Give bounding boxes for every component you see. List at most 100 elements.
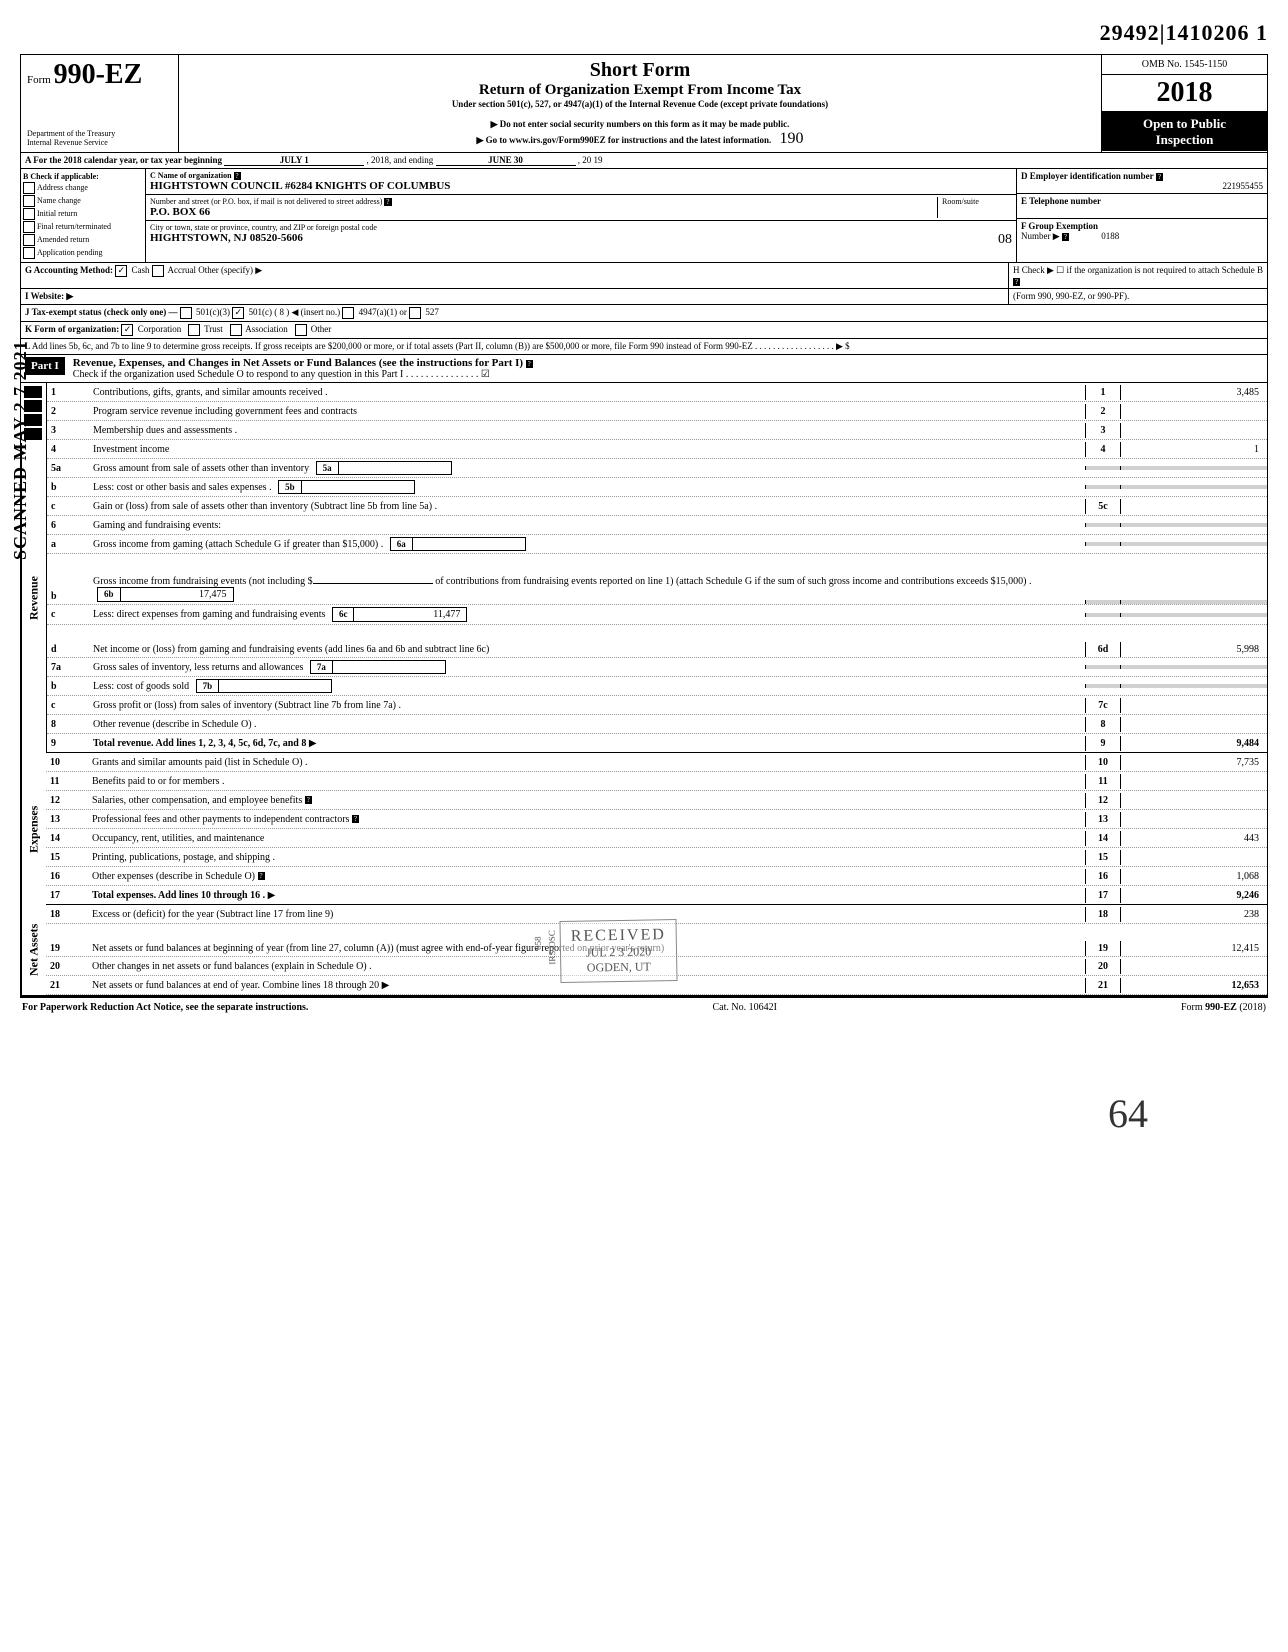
check-assoc[interactable] (230, 324, 242, 336)
check-other-org[interactable] (295, 324, 307, 336)
i-label: I Website: ▶ (25, 291, 73, 301)
revenue-label: Revenue (21, 443, 46, 753)
line14-val[interactable]: 443 (1121, 831, 1267, 846)
line5b-val[interactable] (302, 481, 414, 493)
line3-val[interactable] (1121, 428, 1267, 432)
black-marker-icon (24, 414, 42, 426)
line12-val[interactable] (1121, 798, 1267, 802)
line5a-val[interactable] (339, 462, 451, 474)
netassets-grid: Net Assets 18Excess or (deficit) for the… (21, 905, 1267, 997)
ein[interactable]: 221955455 (1021, 181, 1263, 191)
line19-val[interactable]: 12,415 (1121, 941, 1267, 956)
form-footer: For Paperwork Reduction Act Notice, see … (20, 998, 1268, 1017)
line21-val[interactable]: 12,653 (1121, 978, 1267, 993)
addr-val[interactable]: P.O. BOX 66 (150, 206, 210, 218)
section-b-checks: B Check if applicable: Address change Na… (21, 169, 146, 262)
check-corp[interactable]: ✓ (121, 324, 133, 336)
line-i: I Website: ▶ (Form 990, 990-EZ, or 990-P… (21, 289, 1267, 305)
line18-val[interactable]: 238 (1121, 907, 1267, 922)
line20-val[interactable] (1121, 964, 1267, 968)
form-header: Form 990-EZ Department of the Treasury I… (21, 55, 1267, 153)
line9-val[interactable]: 9,484 (1121, 736, 1267, 751)
revenue-lines: 1Contributions, gifts, grants, and simil… (47, 383, 1267, 753)
line16-val[interactable]: 1,068 (1121, 869, 1267, 884)
check-initial[interactable] (23, 208, 35, 220)
black-marker-icon (24, 428, 42, 440)
expenses-lines: 10Grants and similar amounts paid (list … (46, 753, 1267, 905)
city-val[interactable]: HIGHTSTOWN, NJ 08520-5606 (150, 232, 303, 244)
header-left: Form 990-EZ Department of the Treasury I… (21, 55, 179, 152)
tax-year: 2018 (1102, 75, 1267, 112)
g-other: Other (specify) ▶ (198, 265, 262, 275)
line6a-val[interactable] (413, 538, 525, 550)
footer-mid: Cat. No. 10642I (712, 1002, 776, 1013)
line10-val[interactable]: 7,735 (1121, 755, 1267, 770)
footer-left: For Paperwork Reduction Act Notice, see … (22, 1002, 308, 1013)
c-label: C Name of organization (150, 171, 232, 180)
check-cash[interactable]: ✓ (115, 265, 127, 277)
line4-val[interactable]: 1 (1121, 442, 1267, 457)
line7b-val[interactable] (219, 680, 331, 692)
handwritten-190: 190 (780, 130, 804, 147)
form-990ez: Form 990-EZ Department of the Treasury I… (20, 54, 1268, 998)
j-label: J Tax-exempt status (check only one) — (25, 307, 178, 317)
e-label: E Telephone number (1021, 196, 1101, 206)
handwritten-08: 08 (998, 232, 1012, 248)
header-mid: Short Form Return of Organization Exempt… (179, 55, 1102, 152)
open-inspection: Open to Public Inspection (1102, 112, 1267, 151)
expenses-label: Expenses (21, 753, 46, 905)
form-subtitle: Return of Organization Exempt From Incom… (185, 82, 1095, 99)
check-final[interactable] (23, 221, 35, 233)
line11-val[interactable] (1121, 779, 1267, 783)
d-label: D Employer identification number (1021, 171, 1154, 181)
handwritten-64: 64 (1108, 1090, 1148, 1137)
check-527[interactable] (409, 307, 421, 319)
line13-val[interactable] (1121, 817, 1267, 821)
line-a-yr: , 20 19 (578, 155, 603, 165)
line1-val[interactable]: 3,485 (1121, 385, 1267, 400)
year-begin[interactable]: JULY 1 (224, 155, 364, 166)
line6c-val[interactable]: 11,477 (354, 608, 466, 621)
line15-val[interactable] (1121, 855, 1267, 859)
section-def: D Employer identification number ? 22195… (1016, 169, 1267, 262)
f-label2: Number ▶ (1021, 231, 1060, 241)
org-name[interactable]: HIGHTSTOWN COUNCIL #6284 KNIGHTS OF COLU… (150, 180, 450, 192)
line5c-val[interactable] (1121, 504, 1267, 508)
header-right: OMB No. 1545-1150 2018 Open to Public In… (1102, 55, 1267, 152)
check-pending[interactable] (23, 247, 35, 259)
form-warn: ▶ Do not enter social security numbers o… (185, 119, 1095, 130)
form-under: Under section 501(c), 527, or 4947(a)(1)… (185, 99, 1095, 109)
line6d-val[interactable]: 5,998 (1121, 642, 1267, 657)
netassets-lines: 18Excess or (deficit) for the year (Subt… (46, 905, 1267, 995)
check-address[interactable] (23, 182, 35, 194)
expenses-grid: Expenses 10Grants and similar amounts pa… (21, 753, 1267, 905)
black-marker-icon (24, 400, 42, 412)
line7a-val[interactable] (333, 661, 445, 673)
part1-grid: Revenue 1Contributions, gifts, grants, a… (21, 383, 1267, 753)
addr-label: Number and street (or P.O. box, if mail … (150, 197, 382, 206)
room-label: Room/suite (942, 197, 979, 206)
form-number: 990-EZ (54, 59, 143, 90)
line-a-label: A For the 2018 calendar year, or tax yea… (25, 155, 222, 165)
line-j: J Tax-exempt status (check only one) — 5… (21, 305, 1267, 322)
check-amended[interactable] (23, 234, 35, 246)
year-end[interactable]: JUNE 30 (436, 155, 576, 166)
check-4947[interactable] (342, 307, 354, 319)
check-trust[interactable] (188, 324, 200, 336)
l-text: L Add lines 5b, 6c, and 7b to line 9 to … (21, 339, 1267, 354)
group-exemption[interactable]: 0188 (1101, 231, 1119, 241)
k-label: K Form of organization: (25, 324, 119, 334)
line6b-val[interactable]: 17,475 (121, 588, 233, 601)
h-label: H Check ▶ ☐ if the organization is not r… (1013, 265, 1263, 275)
check-501c[interactable]: ✓ (232, 307, 244, 319)
line17-val[interactable]: 9,246 (1121, 888, 1267, 903)
section-bcdef: B Check if applicable: Address change Na… (21, 169, 1267, 263)
part1-header-row: Part I Revenue, Expenses, and Changes in… (21, 355, 1267, 383)
check-name[interactable] (23, 195, 35, 207)
footer-right: Form 990-EZ (2018) (1181, 1002, 1266, 1013)
line7c-val[interactable] (1121, 703, 1267, 707)
line8-val[interactable] (1121, 722, 1267, 726)
check-501c3[interactable] (180, 307, 192, 319)
check-accrual[interactable] (152, 265, 164, 277)
line2-val[interactable] (1121, 409, 1267, 413)
